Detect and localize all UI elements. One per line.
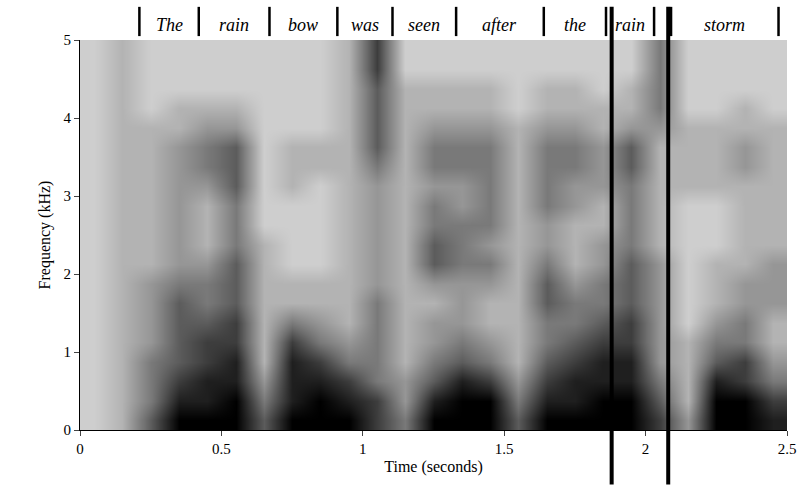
svg-text:1: 1: [359, 441, 367, 457]
svg-text:0: 0: [64, 422, 72, 438]
svg-text:2.5: 2.5: [778, 441, 797, 457]
svg-text:0: 0: [76, 441, 84, 457]
svg-text:4: 4: [64, 110, 72, 126]
svg-text:0.5: 0.5: [212, 441, 231, 457]
svg-text:1: 1: [64, 344, 72, 360]
svg-text:the: the: [564, 15, 586, 35]
svg-text:bow: bow: [288, 15, 318, 35]
svg-text:The: The: [156, 15, 183, 35]
svg-text:Time (seconds): Time (seconds): [384, 458, 483, 476]
svg-text:seen: seen: [408, 15, 440, 35]
svg-text:Frequency (kHz): Frequency (kHz): [36, 181, 54, 290]
svg-text:rain: rain: [219, 15, 249, 35]
svg-text:after: after: [482, 15, 517, 35]
svg-text:storm: storm: [704, 15, 745, 35]
svg-text:2: 2: [642, 441, 650, 457]
svg-text:5: 5: [64, 32, 72, 48]
svg-text:rain: rain: [615, 15, 645, 35]
svg-text:1.5: 1.5: [495, 441, 514, 457]
svg-text:3: 3: [64, 188, 72, 204]
svg-text:was: was: [351, 15, 379, 35]
svg-text:2: 2: [64, 266, 72, 282]
